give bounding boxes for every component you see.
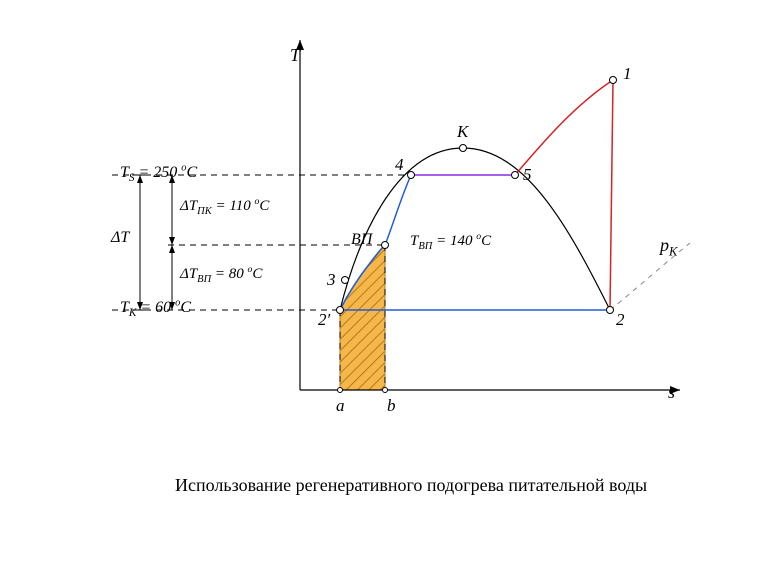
point-label-1: 1: [623, 64, 632, 84]
point-label-2p: 2′: [318, 310, 330, 330]
process-5-1: [515, 80, 613, 175]
marker-VP: [382, 242, 389, 249]
marker-5: [512, 172, 519, 179]
marker-1: [610, 77, 617, 84]
point-label-2: 2: [616, 310, 625, 330]
point-label-a: a: [336, 396, 345, 416]
marker-2: [607, 307, 614, 314]
isobar-pk: [610, 243, 690, 310]
label-dT: ΔT: [111, 229, 129, 247]
figure-caption: Использование регенеративного подогрева …: [175, 475, 647, 496]
axis-label-s: s: [668, 382, 675, 403]
label-TK: TK = 60 oC: [120, 298, 191, 320]
point-label-VP: ВП: [351, 231, 372, 249]
point-label-b: b: [387, 396, 396, 416]
point-label-K: К: [457, 122, 468, 142]
label-dTVP: ΔTВП = 80 oC: [180, 264, 262, 285]
axis-label-T: T: [290, 45, 300, 66]
label-dTPK: ΔTПК = 110 oC: [180, 196, 269, 217]
marker-a: [338, 388, 343, 393]
marker-b: [383, 388, 388, 393]
point-label-5: 5: [523, 165, 532, 185]
marker-2p: [337, 307, 344, 314]
marker-3: [342, 277, 349, 284]
point-label-3: 3: [327, 270, 336, 290]
process-VP-4: [385, 175, 411, 245]
process-1-2: [610, 80, 613, 310]
label-pk: pK: [660, 235, 677, 260]
marker-K: [460, 145, 467, 152]
marker-4: [408, 172, 415, 179]
label-TS: TS = 250 oC: [120, 163, 197, 185]
label-TVP-mid: TВП = 140 oC: [410, 231, 491, 252]
point-label-4: 4: [395, 155, 404, 175]
hatched-region: [340, 245, 385, 390]
